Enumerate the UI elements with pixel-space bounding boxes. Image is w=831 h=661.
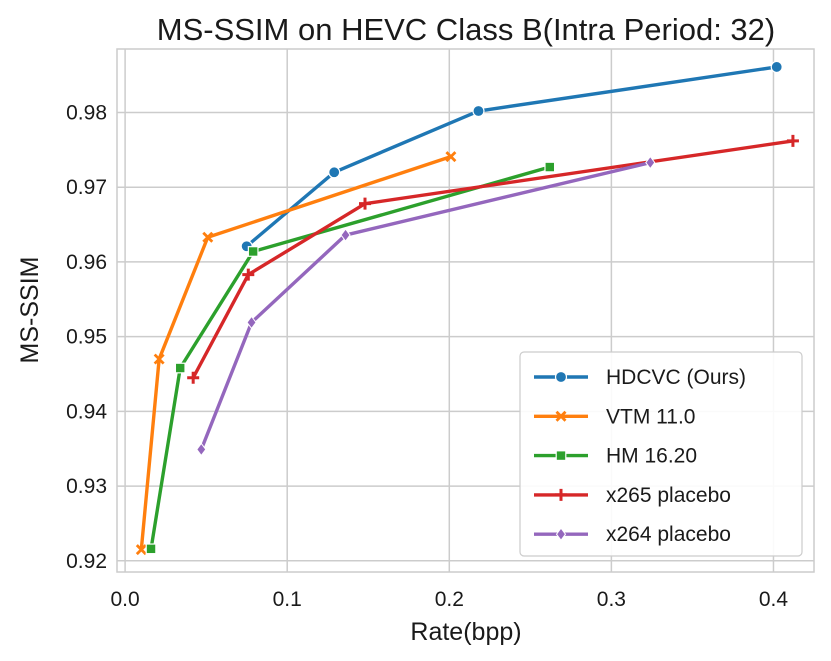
data-point — [544, 161, 556, 173]
legend-label: HDCVC (Ours) — [606, 366, 746, 389]
y-axis-label: MS-SSIM — [16, 257, 44, 364]
x-tick-label: 0.0 — [111, 588, 140, 611]
legend-item: HM 16.20 — [534, 445, 697, 468]
data-point — [174, 362, 186, 374]
legend-marker — [554, 370, 568, 384]
legend-label: VTM 11.0 — [606, 405, 695, 428]
y-tick-label: 0.93 — [66, 475, 107, 498]
data-point — [247, 246, 259, 257]
x-axis-label: Rate(bpp) — [410, 618, 521, 646]
series-x264-placebo — [196, 155, 656, 457]
legend-label: HM 16.20 — [606, 445, 697, 468]
y-tick-label: 0.97 — [66, 176, 107, 199]
y-tick-label: 0.96 — [66, 251, 107, 274]
data-point — [770, 60, 783, 74]
chart-title: MS-SSIM on HEVC Class B(Intra Period: 32… — [157, 12, 775, 47]
legend-item: HDCVC (Ours) — [534, 366, 746, 389]
y-tick-label: 0.98 — [66, 102, 107, 125]
x-tick-label: 0.4 — [759, 588, 789, 611]
series-x265-placebo — [187, 134, 799, 384]
y-tick-label: 0.92 — [66, 550, 107, 573]
y-tick-label: 0.94 — [66, 400, 107, 423]
data-point — [786, 134, 799, 147]
legend-item: VTM 11.0 — [534, 405, 695, 428]
legend-marker — [555, 410, 567, 422]
legend-marker — [555, 450, 567, 461]
series-line — [191, 139, 795, 380]
legend: HDCVC (Ours) VTM 11.0 HM 16.20 x265 placebo… — [519, 351, 803, 557]
legend-box — [519, 351, 803, 557]
data-point — [328, 166, 341, 179]
legend-marker — [555, 488, 567, 501]
legend-label: x265 placebo — [606, 484, 731, 507]
data-point — [153, 353, 165, 365]
data-point — [340, 228, 351, 242]
series-vtm-11-0 — [135, 151, 457, 556]
x-tick-label: 0.1 — [273, 588, 302, 611]
series-line — [139, 154, 453, 552]
legend-item: x264 placebo — [534, 523, 731, 546]
data-point — [246, 315, 257, 330]
x-tick-label: 0.2 — [435, 588, 464, 611]
data-point — [202, 231, 214, 243]
data-point — [445, 151, 457, 163]
series-layer — [135, 60, 799, 556]
data-point — [135, 544, 147, 556]
data-point — [472, 104, 485, 118]
series-line — [199, 160, 652, 452]
x-axis-ticks: 0.0 0.1 0.2 0.3 0.4 — [111, 588, 789, 611]
x-tick-label: 0.3 — [597, 588, 626, 611]
data-point — [359, 197, 372, 210]
legend-item: x265 placebo — [534, 484, 731, 507]
data-point — [242, 268, 255, 281]
legend-marker — [555, 527, 567, 542]
series-hm-16-20 — [145, 161, 556, 555]
series-line — [149, 165, 552, 551]
data-point — [196, 442, 207, 457]
y-tick-label: 0.95 — [66, 326, 107, 349]
legend-label: x264 placebo — [606, 523, 731, 546]
data-point — [645, 155, 656, 170]
data-point — [187, 371, 200, 384]
y-axis-ticks: 0.92 0.93 0.94 0.95 0.96 0.97 0.98 — [66, 102, 107, 573]
data-point — [145, 543, 157, 555]
